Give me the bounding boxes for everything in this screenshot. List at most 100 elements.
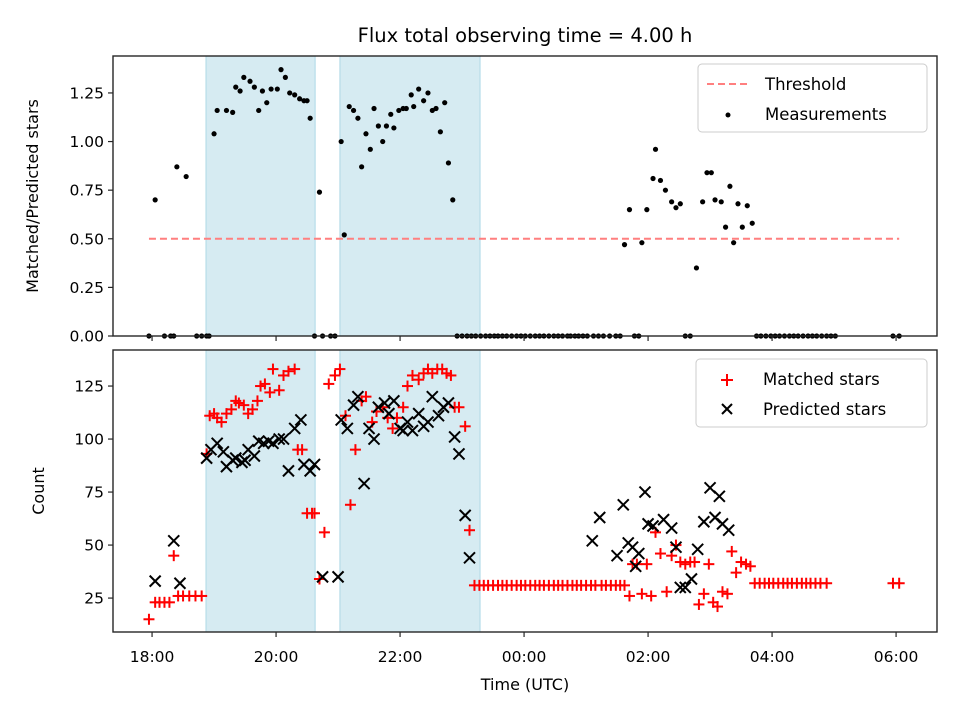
- measurement-point: [731, 240, 737, 246]
- matched-star-point: [168, 550, 180, 562]
- measurement-point: [363, 131, 369, 137]
- measurement-point: [237, 88, 243, 94]
- matched-star-point: [163, 596, 175, 608]
- matched-star-point: [744, 560, 756, 572]
- bottom-y-axis-label: Count: [29, 467, 48, 515]
- matched-star-point: [730, 567, 742, 579]
- measurement-point: [380, 138, 386, 145]
- measurement-point: [669, 199, 675, 205]
- measurement-point: [371, 105, 377, 112]
- predicted-star-point: [341, 422, 354, 435]
- matched-star-point: [716, 586, 728, 598]
- predicted-star-point: [316, 570, 329, 584]
- x-tick-label: 00:00: [502, 648, 547, 666]
- matched-star-point: [216, 416, 228, 428]
- predicted-star-point: [685, 572, 698, 586]
- measurement-point: [256, 107, 262, 114]
- bottom-axes-frame: [112, 349, 938, 633]
- legend-measurements-label: Measurements: [765, 105, 887, 124]
- measurement-point: [367, 146, 373, 152]
- matched-star-point: [464, 524, 476, 536]
- x-tick-label: 20:00: [254, 648, 299, 666]
- measurement-point: [388, 111, 394, 117]
- predicted-star-point: [674, 581, 687, 594]
- measurement-point: [739, 224, 745, 230]
- measurement-point: [278, 67, 284, 73]
- measurement-point: [396, 107, 402, 114]
- predicted-star-point: [308, 458, 321, 471]
- predicted-star-point: [669, 540, 683, 554]
- measurement-point: [722, 224, 729, 230]
- measurement-point: [450, 197, 456, 203]
- matched-star-point: [360, 391, 372, 403]
- measurement-point: [693, 265, 700, 271]
- predicted-star-point: [406, 424, 419, 437]
- predicted-star-point: [691, 543, 704, 556]
- matched-star-point: [406, 369, 418, 381]
- measurement-point: [350, 107, 357, 114]
- matched-star-point: [670, 539, 682, 551]
- predicted-star-point: [432, 409, 445, 422]
- measurement-point: [211, 131, 217, 137]
- measurement-point: [650, 175, 656, 182]
- measurement-point: [621, 242, 628, 248]
- predicted-star-point: [282, 464, 295, 478]
- matched-star-point: [645, 590, 657, 602]
- matched-star-point: [636, 588, 648, 600]
- y-tick-label: 25: [84, 590, 104, 608]
- measurement-point: [639, 240, 645, 246]
- matched-star-point: [402, 380, 414, 392]
- predicted-star-point: [448, 430, 461, 444]
- predicted-star-point: [679, 581, 692, 594]
- predicted-star-point: [357, 477, 371, 490]
- matched-star-point: [296, 444, 308, 456]
- predicted-star-point: [229, 451, 242, 465]
- predicted-star-point: [378, 396, 391, 410]
- legend-matched-label: Matched stars: [763, 370, 880, 389]
- measurement-point: [268, 86, 274, 92]
- measurement-point: [403, 105, 409, 112]
- measurement-point: [749, 220, 755, 226]
- predicted-star-point: [294, 413, 308, 427]
- predicted-star-point: [697, 515, 711, 528]
- y-tick-label: 1.00: [69, 133, 104, 151]
- predicted-stars-points: [148, 390, 735, 594]
- x-tick-label: 02:00: [626, 648, 671, 666]
- measurement-point: [391, 125, 397, 131]
- predicted-star-point: [200, 451, 213, 465]
- measurement-point: [259, 88, 266, 94]
- shaded-interval: [205, 55, 316, 337]
- measurement-point: [292, 92, 298, 98]
- matched-star-point: [289, 363, 301, 375]
- measurement-point: [230, 109, 236, 115]
- x-tick-label: 22:00: [378, 648, 423, 666]
- matched-star-point: [196, 590, 208, 602]
- top-y-axis-label: Matched/Predicted stars: [23, 99, 42, 293]
- predicted-star-point: [426, 390, 439, 403]
- measurement-point: [673, 205, 679, 211]
- predicted-star-point: [638, 485, 652, 499]
- measurement-point: [316, 189, 323, 195]
- y-tick-label: 0.50: [69, 230, 104, 248]
- measurement-point: [304, 98, 310, 104]
- predicted-star-point: [266, 437, 280, 450]
- top-y-ticks: 0.00 0.25 0.50 0.75 1.00 1.25: [69, 84, 113, 346]
- measurement-point: [355, 115, 361, 121]
- predicted-star-point: [272, 432, 286, 446]
- measurement-point: [626, 207, 633, 213]
- legend-measurement-swatch: [725, 112, 731, 118]
- x-tick-label: 06:00: [874, 648, 919, 666]
- matched-star-point: [334, 363, 346, 375]
- predicted-star-point: [722, 524, 735, 537]
- matched-star-point: [459, 420, 471, 432]
- measurement-point: [433, 105, 439, 112]
- predicted-star-point: [367, 432, 381, 446]
- matched-star-point: [259, 378, 271, 390]
- measurement-point: [712, 197, 718, 203]
- legend-predicted-swatch: [721, 403, 733, 415]
- measurement-point: [346, 103, 352, 110]
- y-tick-label: 0.00: [69, 328, 104, 346]
- predicted-star-point: [372, 401, 385, 414]
- matched-star-point: [735, 556, 747, 568]
